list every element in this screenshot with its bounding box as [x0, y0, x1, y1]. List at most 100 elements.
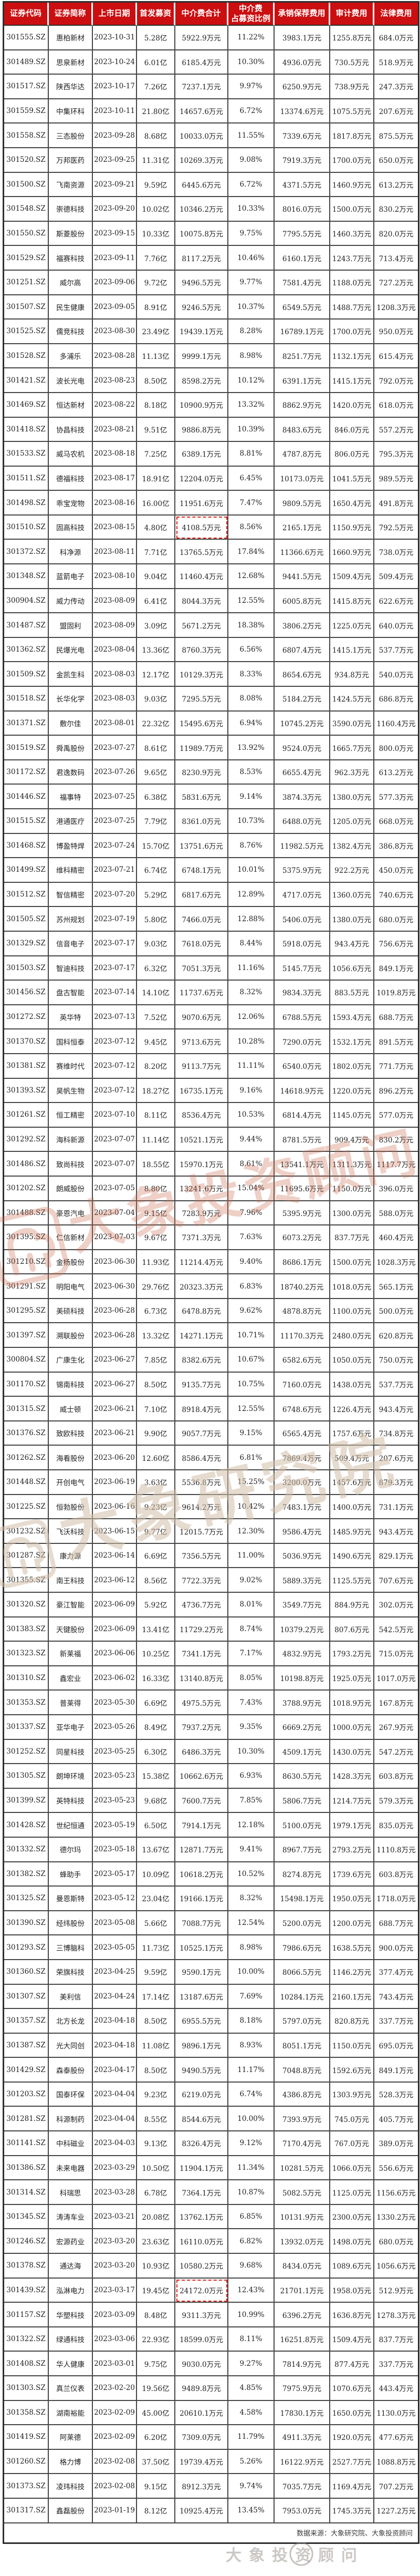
table-cell: 6748.6万元: [275, 1397, 330, 1421]
table-cell: 2023-07-12: [93, 1054, 137, 1079]
table-cell: 2023-08-01: [93, 711, 137, 736]
table-cell: 9311.3万元: [175, 2303, 228, 2327]
table-cell: 1665.7万元: [330, 736, 374, 760]
table-cell: 2023-10-17: [93, 75, 137, 99]
table-cell: 1056.6万元: [330, 956, 374, 981]
table-cell: 1420.0万元: [330, 393, 374, 418]
table-cell: 9030.0万元: [175, 2352, 228, 2376]
table-cell: 2023-08-15: [93, 515, 137, 540]
table-cell: 8.49亿: [137, 1715, 175, 1740]
table-cell: 7795.5万元: [275, 221, 330, 246]
table-cell: 301246.SZ: [4, 2229, 49, 2254]
table-cell: 2480.0万元: [330, 1323, 374, 1348]
table-cell: 1592.6万元: [330, 2058, 374, 2083]
table-cell: 9.03亿: [137, 931, 175, 956]
table-row: 301509.SZ 金凯生科 2023-08-03 12.17亿 10129.3万元 8.…: [4, 662, 418, 687]
table-cell: 792.0万元: [374, 368, 418, 393]
table-cell: 17.14亿: [137, 1984, 175, 2010]
table-cell: 2023-06-28: [93, 1323, 137, 1348]
table-cell: 恒达新材: [49, 393, 93, 418]
table-cell: 1400.0万元: [330, 1495, 374, 1520]
table-cell: 2023-07-12: [93, 1029, 137, 1054]
table-cell: 2023-07-25: [93, 809, 137, 834]
table-cell: 朗坤环境: [49, 1764, 93, 1789]
table-cell: 威马农机: [49, 442, 93, 467]
table-cell: 7.79亿: [137, 809, 175, 834]
table-cell: 赛维时代: [49, 1054, 93, 1079]
table-cell: 6396.2万元: [275, 2303, 330, 2327]
table-cell: 301397.SZ: [4, 1323, 49, 1348]
table-cell: 1220.0万元: [330, 1078, 374, 1104]
table-cell: 301360.SZ: [4, 1960, 49, 1985]
table-cell: 301559.SZ: [4, 99, 49, 124]
table-cell: 6.69亿: [137, 1543, 175, 1569]
table-cell: 未来电器: [49, 2156, 93, 2181]
table-cell: 2023-08-03: [93, 687, 137, 712]
table-cell: 7722.3万元: [175, 1568, 228, 1593]
table-cell: 7048.8万元: [275, 2058, 330, 2083]
table-cell: 11170.3万元: [275, 1323, 330, 1348]
table-cell: 4832.9万元: [275, 1642, 330, 1666]
table-cell: 2023-02-09: [93, 2400, 137, 2426]
table-cell: 6.74%: [228, 2082, 275, 2107]
table-cell: 830.2万元: [374, 197, 418, 222]
table-cell: 301419.SZ: [4, 2425, 49, 2450]
table-cell: 2023-02-08: [93, 2474, 137, 2499]
table-cell: 10.09亿: [137, 1862, 175, 1887]
column-header-3: 首发募资: [137, 3, 175, 26]
table-cell: 蜂助手: [49, 1862, 93, 1887]
table-cell: 8.44%: [228, 931, 275, 956]
table-cell: 6.72%: [228, 99, 275, 124]
table-cell: 2023-07-20: [93, 882, 137, 908]
table-cell: 1415.8万元: [330, 589, 374, 614]
table-cell: 301428.SZ: [4, 1813, 49, 1838]
table-cell: 962.3万元: [330, 760, 374, 785]
table-cell: 8.32%: [228, 981, 275, 1005]
table-row: 301262.SZ 海看股份 2023-06-20 12.60亿 8586.4万元 6.8…: [4, 1446, 418, 1471]
table-cell: 中科磁业: [49, 2131, 93, 2156]
table-cell: 2023-03-21: [93, 2204, 137, 2230]
table-cell: 20.08亿: [137, 2204, 175, 2230]
table-cell: 603.8万元: [374, 1862, 418, 1887]
table-cell: 真兰仪表: [49, 2376, 93, 2401]
table-cell: 1100.0万元: [330, 1299, 374, 1324]
table-row: 301503.SZ 智迪科技 2023-07-17 6.32亿 7051.3万元 11.1…: [4, 956, 418, 981]
table-cell: 儒竞科技: [49, 320, 93, 344]
table-cell: 1041.5万元: [330, 466, 374, 491]
table-cell: 301507.SZ: [4, 295, 49, 320]
table-cell: 8.50亿: [137, 368, 175, 393]
table-cell: 5.92亿: [137, 1593, 175, 1617]
table-cell: 7466.0万元: [175, 907, 228, 932]
column-header-0: 证券代码: [4, 3, 49, 26]
table-cell: 多浦乐: [49, 344, 93, 369]
table-cell: 2023-07-17: [93, 931, 137, 956]
table-cell: 7309.0万元: [175, 2425, 228, 2450]
table-cell: 2023-07-12: [93, 1078, 137, 1104]
table-cell: 301172.SZ: [4, 760, 49, 785]
table-cell: 1019.8万元: [374, 981, 418, 1005]
table-cell: 1303.9万元: [330, 2082, 374, 2107]
table-cell: 1150.9万元: [330, 515, 374, 540]
table-cell: 528.3万元: [374, 2083, 418, 2107]
table-cell: 1070.6万元: [330, 2376, 374, 2401]
table-cell: 8.48亿: [137, 2303, 175, 2327]
table-cell: 707.2万元: [374, 2474, 418, 2499]
table-cell: 2023-03-29: [93, 2156, 137, 2181]
table-row: 301261.SZ 恒工精密 2023-07-10 8.11亿 8536.4万元 10.5…: [4, 1103, 418, 1128]
table-cell: 337.7万元: [374, 2352, 418, 2376]
table-cell: 301251.SZ: [4, 270, 49, 295]
table-cell: 2023-07-26: [93, 760, 137, 785]
table-cell: 615.4万元: [374, 344, 418, 369]
table-cell: 301387.SZ: [4, 2033, 49, 2058]
table-row: 301518.SZ 长华化学 2023-08-03 9.03亿 7295.5万元 8.08…: [4, 687, 418, 712]
table-cell: 9586.4万元: [275, 1519, 330, 1544]
table-cell: 8016.0万元: [275, 197, 330, 222]
table-cell: 337.7万元: [374, 2009, 418, 2034]
table-cell: 556.6万元: [374, 2156, 418, 2181]
table-cell: 1000.0万元: [330, 1715, 374, 1740]
table-cell: 301533.SZ: [4, 442, 49, 467]
table-cell: 智信精密: [49, 882, 93, 908]
table-row: 301315.SZ 威士顿 2023-06-21 7.10亿 8918.4万元 12.55…: [4, 1397, 418, 1421]
table-cell: 301315.SZ: [4, 1397, 49, 1421]
table-cell: 10.53%: [228, 1103, 275, 1128]
